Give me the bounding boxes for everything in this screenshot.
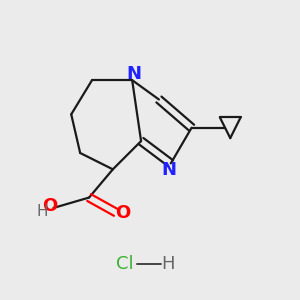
Text: O: O [42,196,58,214]
Text: H: H [36,204,48,219]
Text: N: N [161,161,176,179]
Text: N: N [126,64,141,82]
Text: H: H [161,255,175,273]
Text: O: O [115,204,130,222]
Text: Cl: Cl [116,255,134,273]
